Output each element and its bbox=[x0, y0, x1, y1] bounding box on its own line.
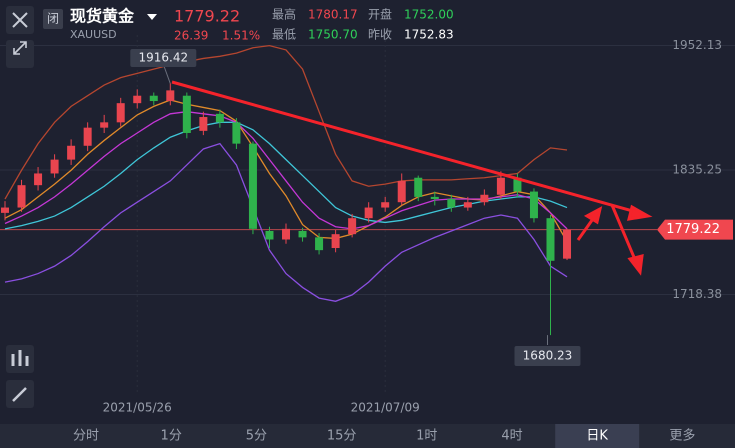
stat-value: 1780.17 bbox=[308, 8, 358, 22]
candle-body bbox=[496, 177, 505, 195]
high-label: 1916.42 bbox=[138, 51, 188, 65]
tab[interactable]: 日K bbox=[586, 429, 608, 444]
candle-body bbox=[149, 95, 158, 102]
tab[interactable]: 分时 bbox=[73, 429, 99, 444]
candle-body bbox=[265, 230, 274, 240]
candle-body bbox=[133, 95, 142, 104]
candle-body bbox=[529, 191, 538, 219]
indicator-line bbox=[4, 111, 568, 230]
current-price-label: 1779.22 bbox=[666, 222, 720, 237]
tab-active-bg bbox=[555, 424, 640, 448]
x-tick-label: 2021/05/26 bbox=[103, 401, 172, 415]
candle-body bbox=[463, 202, 472, 208]
candle-body bbox=[546, 218, 555, 261]
candle-body bbox=[232, 122, 241, 144]
candle-body bbox=[182, 95, 191, 133]
draw-button[interactable] bbox=[6, 380, 34, 408]
candle-body bbox=[480, 194, 489, 203]
indicator-line bbox=[4, 121, 568, 230]
dropdown-icon[interactable] bbox=[147, 14, 157, 20]
candle-body bbox=[513, 177, 522, 192]
candle-body bbox=[166, 90, 175, 102]
candle-body bbox=[116, 103, 125, 123]
tab[interactable]: 更多 bbox=[669, 428, 695, 444]
low-label-box bbox=[514, 346, 581, 366]
stat-label: 昨收 bbox=[368, 28, 392, 42]
candle-body bbox=[430, 196, 439, 200]
candle-body bbox=[447, 199, 456, 208]
expand-button[interactable] bbox=[6, 40, 34, 68]
candle-body bbox=[215, 113, 224, 123]
x-tick-label: 2021/07/09 bbox=[351, 401, 420, 415]
low-label: 1680.23 bbox=[523, 349, 573, 363]
drawn-arrows bbox=[171, 80, 653, 276]
candle-body bbox=[282, 228, 291, 240]
candle-body bbox=[50, 159, 59, 174]
price: 1779.22 bbox=[174, 7, 240, 26]
tab[interactable]: 5分 bbox=[246, 429, 267, 444]
stat-value: 1750.70 bbox=[308, 28, 358, 42]
tab[interactable]: 1分 bbox=[161, 429, 182, 444]
candle-body bbox=[83, 127, 92, 146]
candle-body bbox=[199, 117, 208, 131]
instrument-name[interactable]: 现货黄金 bbox=[70, 7, 135, 26]
tab[interactable]: 1时 bbox=[416, 429, 437, 444]
y-tick-label: 1718.38 bbox=[672, 287, 722, 301]
candle-body bbox=[381, 202, 390, 208]
candle-body bbox=[331, 234, 340, 249]
candle-body bbox=[364, 207, 373, 219]
candle-body bbox=[397, 180, 406, 203]
y-tick-label: 1952.13 bbox=[672, 38, 722, 52]
candle-body bbox=[67, 145, 76, 160]
candle-body bbox=[34, 173, 43, 186]
tab[interactable]: 15分 bbox=[327, 429, 357, 444]
change-pct: 1.51% bbox=[222, 29, 260, 43]
market-status: 闭 bbox=[47, 12, 59, 26]
y-tick-label: 1835.25 bbox=[672, 163, 722, 177]
tab[interactable]: 4时 bbox=[501, 429, 522, 444]
candle-body bbox=[348, 218, 357, 235]
indicator-line bbox=[4, 142, 568, 302]
candle-body bbox=[414, 177, 423, 197]
high-label-box bbox=[130, 49, 197, 67]
close-button[interactable] bbox=[6, 6, 34, 34]
symbol: XAUUSD bbox=[70, 28, 117, 41]
stat-label: 开盘 bbox=[368, 7, 392, 22]
market-status-icon bbox=[43, 9, 63, 29]
current-price-tag bbox=[657, 219, 733, 240]
candle-body bbox=[100, 122, 109, 128]
high-pointer bbox=[163, 66, 171, 84]
stat-value: 1752.83 bbox=[404, 28, 454, 42]
stat-value: 1752.00 bbox=[404, 8, 454, 22]
indicator-button[interactable] bbox=[6, 345, 34, 373]
stat-label: 最低 bbox=[272, 28, 296, 42]
candle-body bbox=[17, 185, 26, 208]
indicator-line bbox=[4, 44, 568, 200]
stat-label: 最高 bbox=[272, 7, 296, 22]
candle-body bbox=[563, 229, 572, 259]
change: 26.39 bbox=[174, 29, 208, 43]
candle-body bbox=[248, 143, 257, 229]
candle-body bbox=[298, 230, 307, 238]
candle-body bbox=[1, 207, 9, 213]
candle-body bbox=[315, 237, 324, 251]
